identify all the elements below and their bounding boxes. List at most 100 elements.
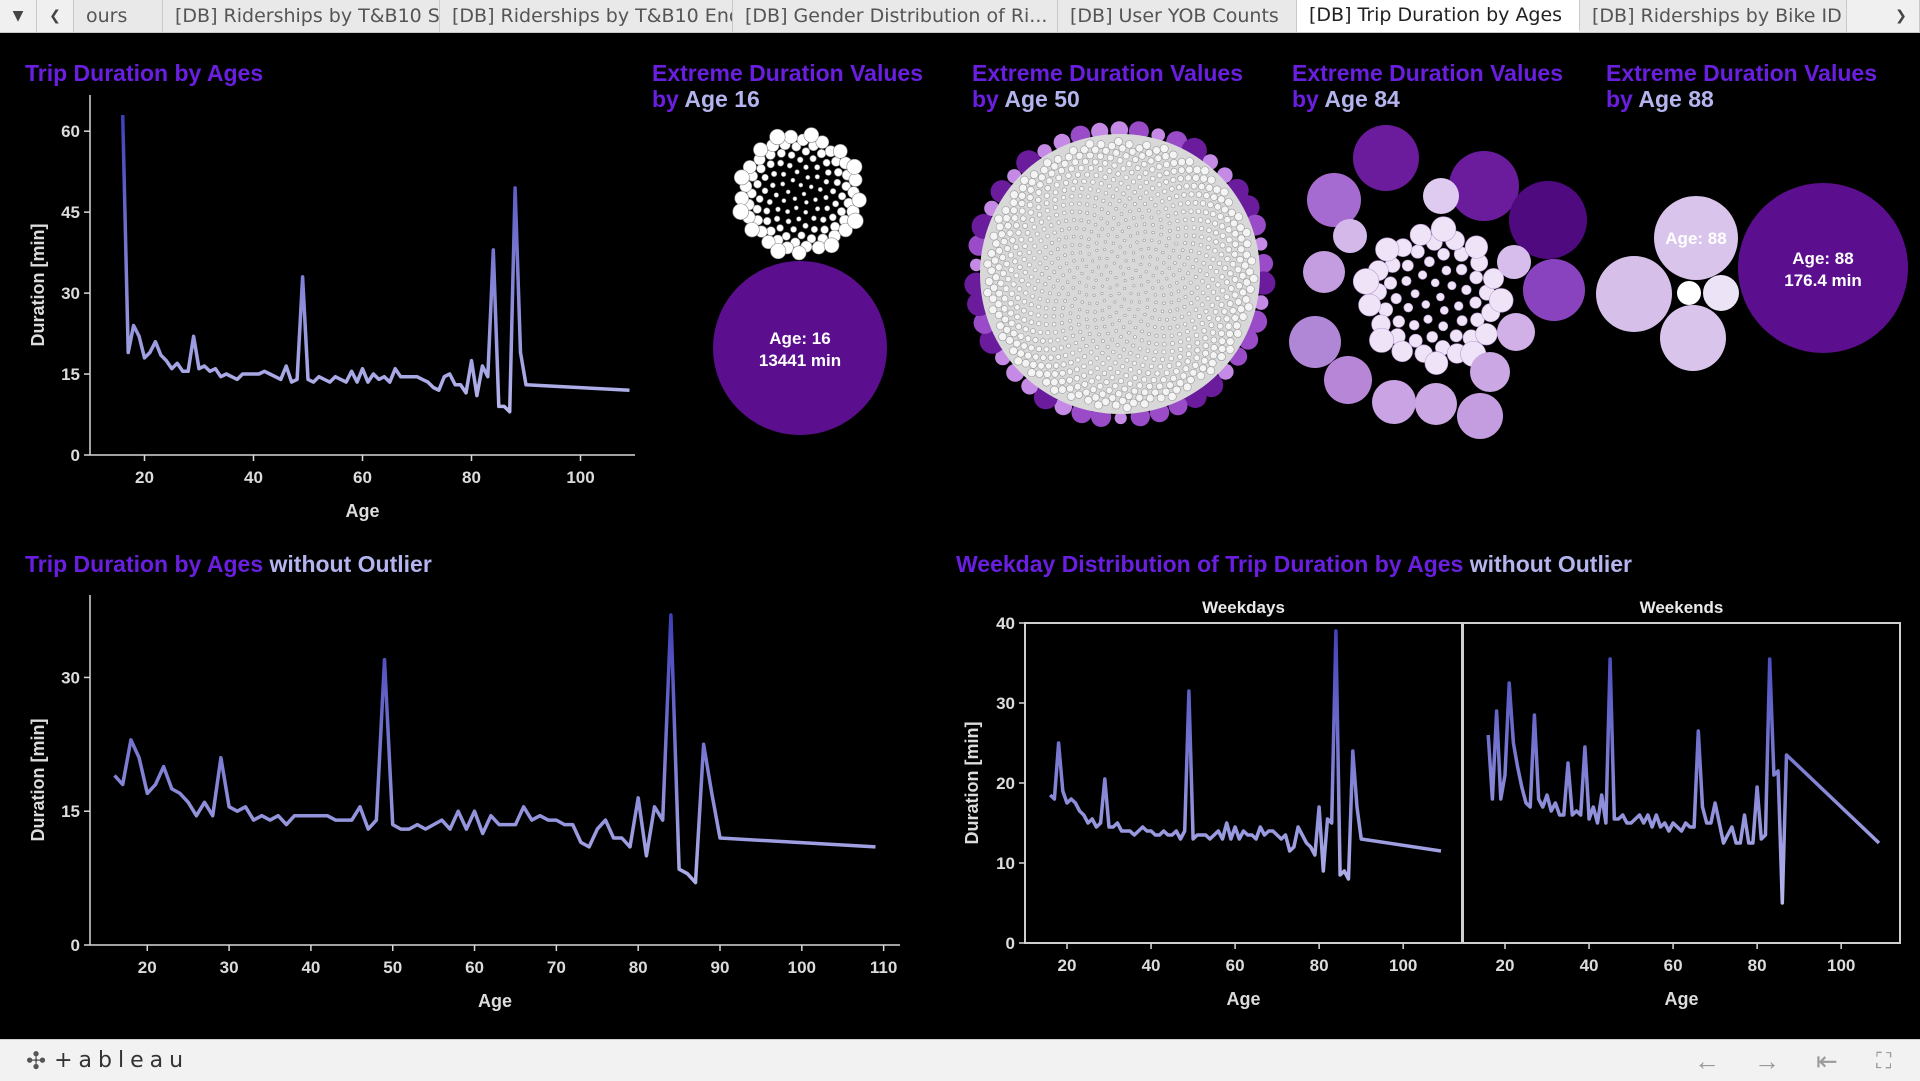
bubble[interactable] [1075, 151, 1084, 160]
bubble[interactable] [1151, 230, 1155, 235]
bubble[interactable] [1162, 160, 1171, 169]
bubble[interactable] [1064, 261, 1069, 266]
bubble[interactable] [1470, 352, 1510, 392]
bubble[interactable] [1010, 281, 1017, 288]
bubble[interactable] [734, 191, 749, 206]
bubble[interactable] [1218, 301, 1225, 308]
bubble[interactable] [1199, 174, 1208, 183]
bubble[interactable] [1066, 392, 1076, 401]
bubble[interactable] [1139, 262, 1143, 266]
bubble[interactable] [1117, 292, 1121, 296]
bubble[interactable] [1234, 266, 1242, 274]
bubble[interactable] [1182, 382, 1192, 392]
bubble[interactable] [1129, 234, 1133, 238]
bubble[interactable] [1163, 206, 1168, 211]
bubble[interactable] [1183, 285, 1187, 290]
bubble[interactable] [1178, 201, 1183, 207]
bubble[interactable] [1092, 285, 1096, 290]
bubble[interactable] [1170, 176, 1177, 183]
bubble[interactable] [1205, 218, 1211, 225]
bubble[interactable] [1254, 237, 1268, 251]
bubble[interactable] [803, 164, 809, 170]
bubble[interactable] [1226, 300, 1234, 307]
bubble[interactable] [755, 195, 764, 203]
bubble[interactable] [1401, 275, 1412, 287]
tab-working-hours[interactable]: ours [74, 0, 163, 32]
bubble[interactable] [1219, 187, 1229, 197]
bubble[interactable] [1352, 268, 1380, 295]
bubble[interactable] [1026, 194, 1034, 202]
bubble[interactable] [1016, 286, 1023, 292]
bubble[interactable] [763, 207, 771, 215]
bubble[interactable] [1118, 245, 1122, 249]
bubble[interactable] [1151, 356, 1157, 362]
bubble[interactable] [1205, 296, 1211, 302]
bubble[interactable] [987, 249, 996, 258]
bubble[interactable] [1231, 314, 1240, 322]
bubble[interactable] [823, 178, 830, 185]
tab-scroll-right-button[interactable]: ❯ [1883, 0, 1920, 32]
bubble[interactable] [781, 231, 791, 241]
bubble[interactable] [1132, 284, 1136, 288]
bubble[interactable] [1218, 330, 1225, 337]
bubble[interactable] [1063, 253, 1067, 257]
bubble[interactable] [1077, 201, 1082, 206]
bubble[interactable] [837, 207, 846, 217]
bubble[interactable] [1123, 238, 1127, 243]
bubble[interactable] [1085, 325, 1090, 329]
bubble[interactable] [1128, 169, 1135, 176]
bubble[interactable] [1146, 298, 1150, 302]
bubble[interactable] [1212, 185, 1222, 194]
bubble[interactable] [1020, 175, 1029, 185]
bubble[interactable] [806, 234, 817, 244]
bubble[interactable] [1132, 251, 1136, 255]
bubble[interactable] [1066, 376, 1074, 384]
bubble[interactable] [776, 148, 786, 158]
bubble[interactable] [1074, 226, 1079, 231]
bubble[interactable] [1073, 297, 1077, 301]
bubble[interactable] [1084, 284, 1088, 288]
bubble[interactable] [1081, 380, 1089, 388]
bubble[interactable] [1191, 361, 1199, 369]
bubble[interactable] [1061, 202, 1066, 208]
bubble[interactable] [1199, 226, 1205, 232]
bubble[interactable] [1101, 198, 1106, 203]
bubble[interactable] [1010, 329, 1018, 338]
bubble[interactable] [1189, 301, 1194, 306]
bubble[interactable] [1132, 190, 1137, 195]
bubble[interactable] [1126, 160, 1133, 167]
bubble[interactable] [1049, 223, 1054, 228]
bubble[interactable] [790, 177, 796, 183]
bubble[interactable] [798, 182, 804, 188]
bubble[interactable] [1035, 278, 1041, 284]
bubble[interactable] [1242, 250, 1251, 259]
bubble[interactable] [1210, 276, 1216, 282]
bubble[interactable] [1063, 244, 1067, 249]
bubble[interactable] [1127, 380, 1134, 387]
bubble[interactable] [1215, 282, 1221, 288]
bubble[interactable] [1167, 221, 1172, 226]
bubble[interactable] [1242, 278, 1251, 287]
bubble[interactable] [794, 169, 800, 175]
bubble[interactable] [1045, 330, 1051, 336]
bubble[interactable] [1103, 324, 1107, 329]
bubble[interactable] [1050, 385, 1059, 395]
bubble[interactable] [1112, 216, 1116, 220]
bubble[interactable] [1107, 305, 1111, 309]
bubble[interactable] [1080, 300, 1084, 304]
bubble[interactable] [1372, 380, 1416, 424]
bubble[interactable] [1182, 322, 1188, 327]
bubble[interactable] [1077, 307, 1082, 312]
bubble[interactable] [1117, 198, 1122, 203]
bubble[interactable] [1145, 305, 1149, 309]
bubble[interactable] [792, 196, 798, 202]
bubble[interactable] [1523, 259, 1585, 321]
bubble[interactable] [1117, 318, 1121, 323]
bubble[interactable] [1194, 339, 1201, 346]
bubble[interactable] [1142, 238, 1146, 242]
bubble[interactable] [1186, 256, 1191, 260]
bubble[interactable] [1118, 180, 1124, 186]
bubble[interactable] [1208, 322, 1215, 329]
bubble[interactable] [1110, 322, 1115, 326]
bubble[interactable] [1018, 207, 1026, 215]
